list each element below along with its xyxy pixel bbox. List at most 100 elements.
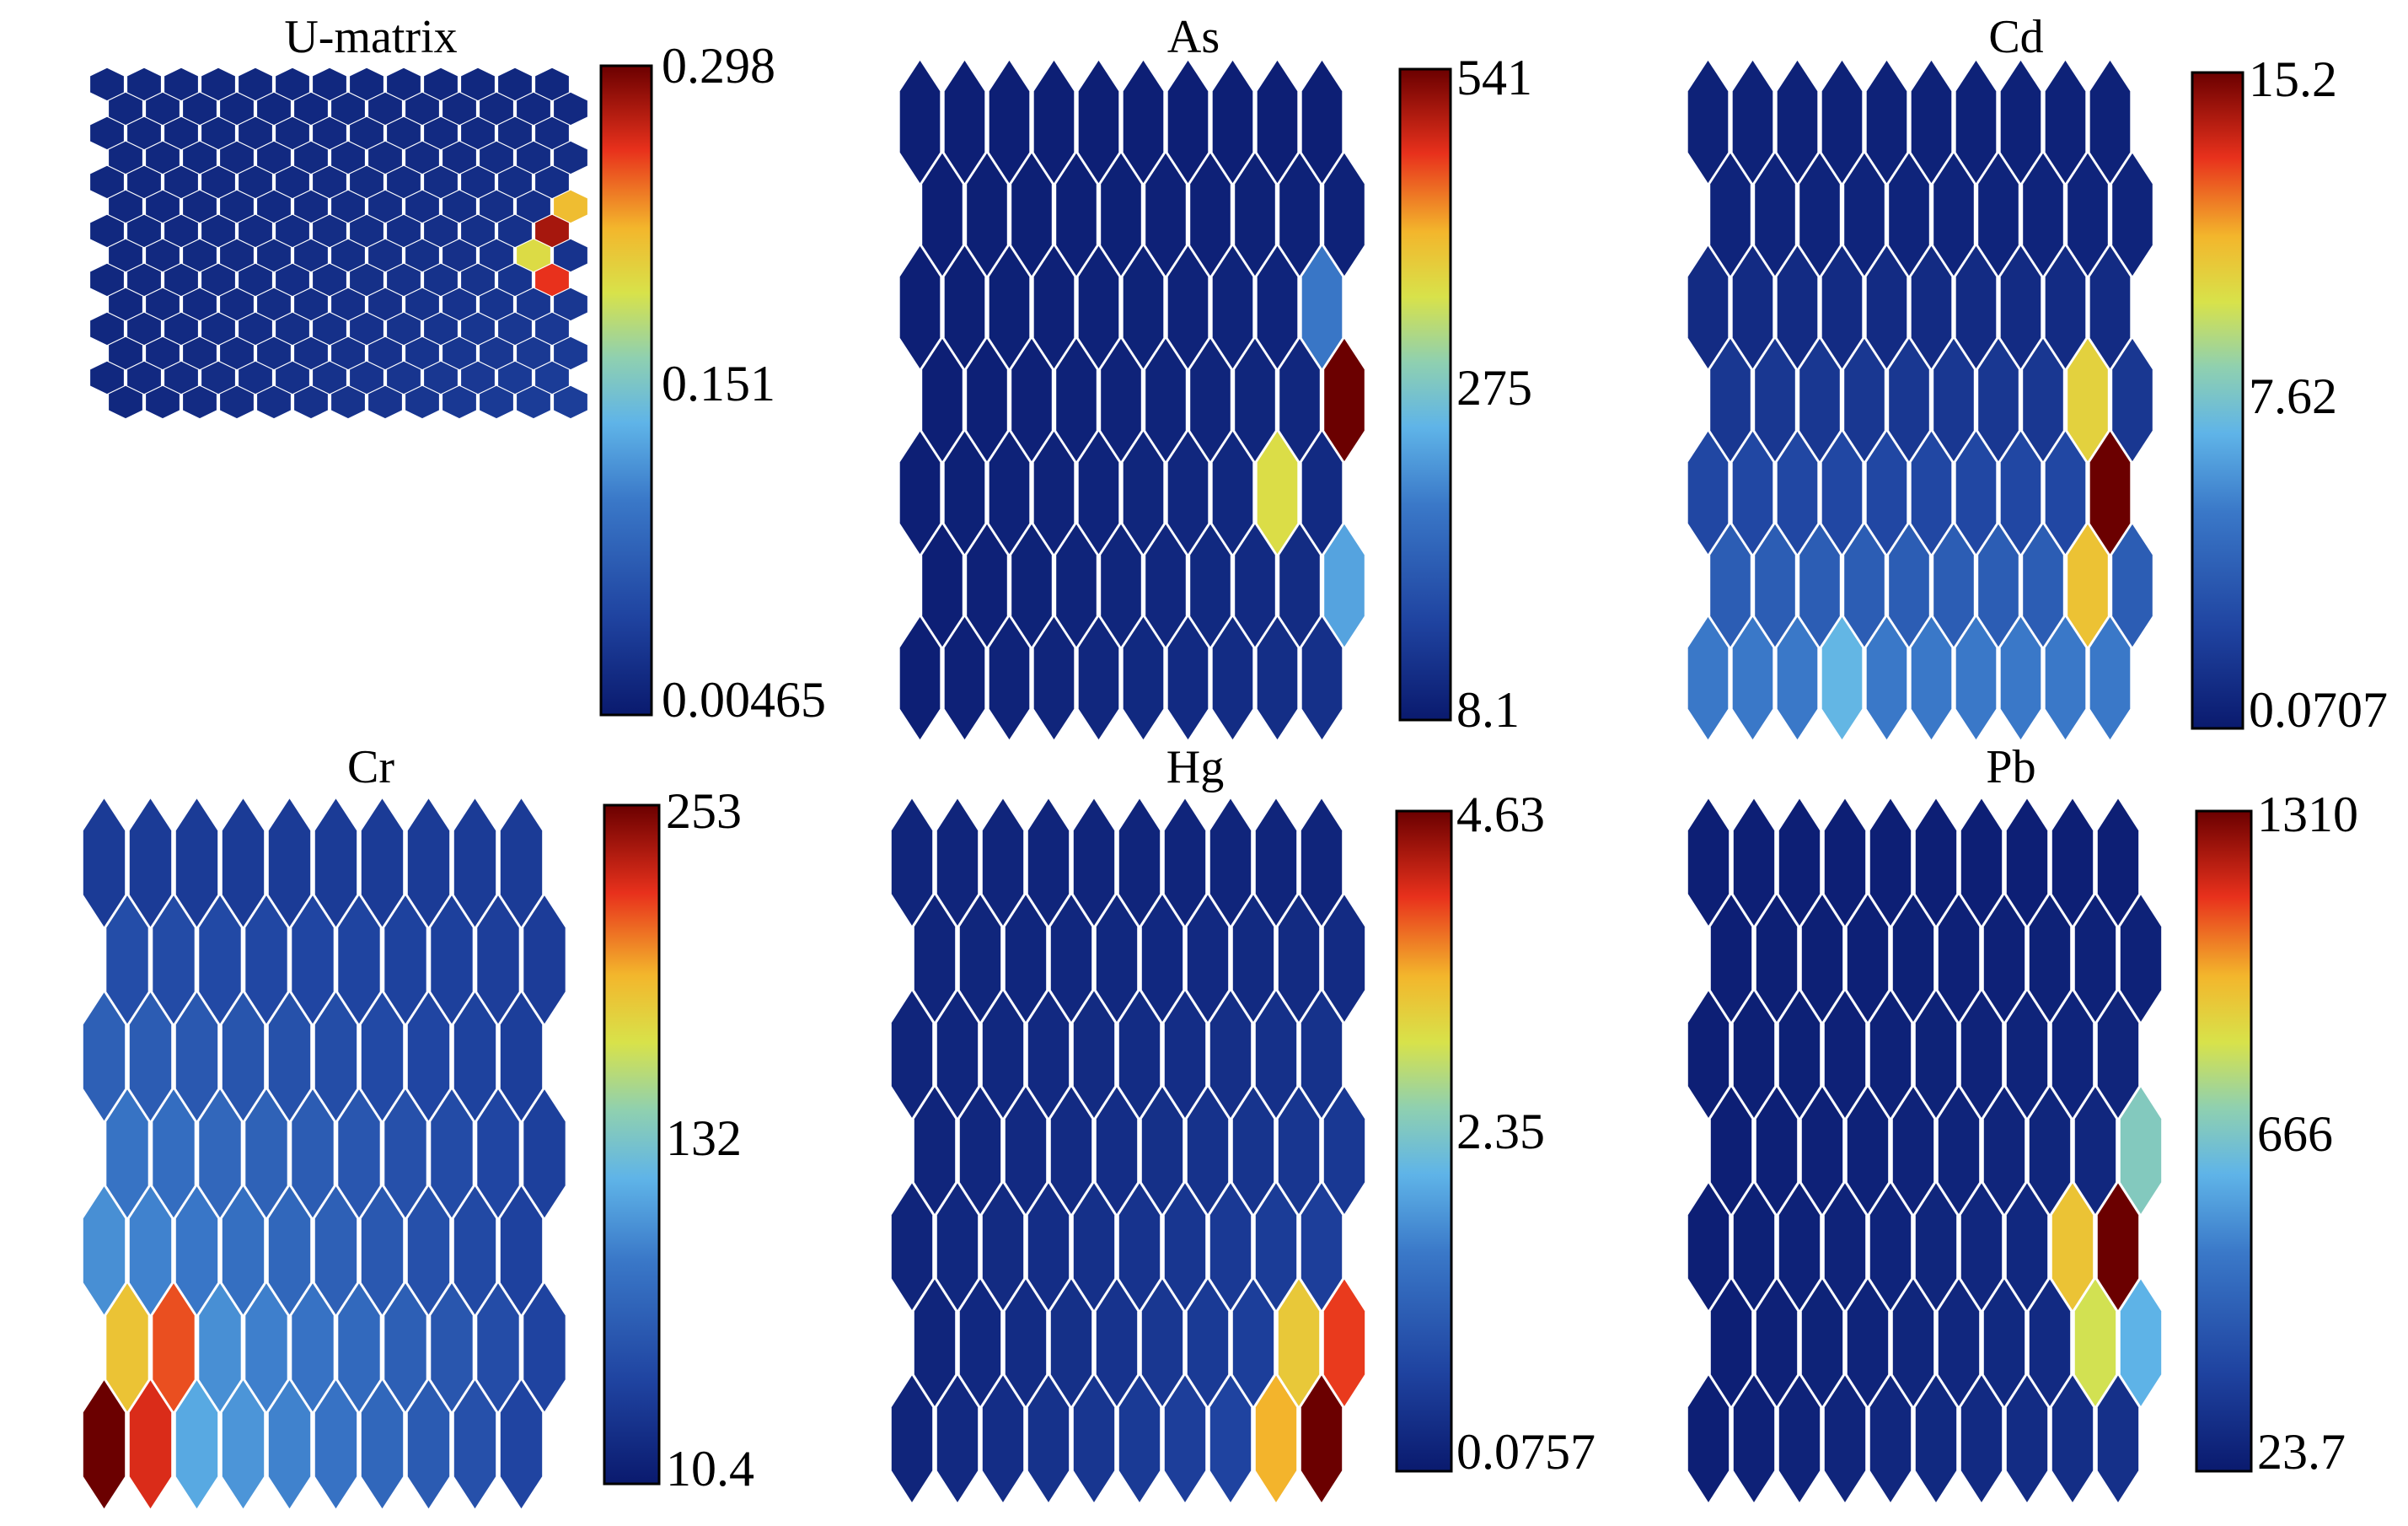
panel-u-matrix: U-matrix 0.298 0.151 0.00465: [90, 11, 826, 728]
hex-cell: [554, 190, 587, 223]
hex-cell: [127, 165, 161, 199]
hex-cell: [201, 214, 235, 248]
hex-cell: [1915, 1183, 1957, 1310]
hex-cell: [294, 336, 328, 370]
hex-cell: [498, 263, 532, 297]
hex-cell: [183, 190, 217, 223]
hex-cell: [164, 312, 198, 346]
hex-cell: [106, 895, 148, 1024]
hex-cell: [1733, 1375, 1775, 1502]
hex-cell: [387, 263, 421, 297]
hex-cell: [2051, 1375, 2094, 1502]
hex-cell: [500, 992, 543, 1121]
hex-cell: [989, 245, 1030, 369]
hex-cell: [498, 214, 532, 248]
hex-cell: [500, 798, 543, 927]
hex-cell: [368, 190, 402, 223]
hex-cell: [500, 1380, 543, 1509]
colorbar-mid-label: 275: [1456, 360, 1532, 416]
hex-cell: [967, 153, 1007, 277]
panel-title: U-matrix: [284, 11, 457, 63]
hex-cell: [461, 263, 495, 297]
hex-cell: [554, 385, 587, 419]
hex-cell: [517, 385, 550, 419]
som-hex-grid: [891, 798, 1365, 1502]
hex-cell: [1844, 338, 1885, 462]
hex-cell: [1033, 616, 1075, 740]
hex-cell: [222, 1380, 265, 1509]
hex-cell: [2067, 338, 2108, 462]
hex-cell: [257, 287, 291, 321]
hex-cell: [1687, 1375, 1730, 1502]
hex-cell: [384, 1089, 426, 1218]
hex-cell: [498, 116, 532, 150]
hex-cell: [1141, 1279, 1183, 1406]
hex-cell: [431, 1089, 473, 1218]
hex-cell: [1027, 1375, 1070, 1502]
colorbar-mid-label: 2.35: [1456, 1104, 1545, 1159]
hex-cell: [222, 1186, 265, 1315]
hex-cell: [1978, 338, 2019, 462]
hex-cell: [1847, 895, 1889, 1022]
hex-cell: [1687, 1183, 1730, 1310]
hex-cell: [431, 895, 473, 1024]
hex-cell: [982, 991, 1024, 1118]
colorbar: [1398, 67, 1452, 722]
hex-cell: [453, 798, 496, 927]
hex-cell: [1732, 616, 1773, 740]
hex-cell: [1027, 1183, 1070, 1310]
hex-cell: [1033, 60, 1075, 184]
hex-cell: [1866, 60, 1907, 184]
hex-cell: [1778, 1375, 1821, 1502]
hex-cell: [1164, 798, 1206, 926]
hex-cell: [1257, 616, 1298, 740]
hex-cell: [1955, 245, 1997, 369]
hex-cell: [331, 190, 365, 223]
hex-cell: [1011, 153, 1052, 277]
hex-cell: [1938, 895, 1980, 1022]
hex-cell: [899, 245, 941, 369]
hex-cell: [2051, 991, 2094, 1118]
hex-cell: [1824, 991, 1866, 1118]
hex-cell: [461, 312, 495, 346]
hex-cell: [405, 385, 439, 419]
hex-cell: [891, 1183, 933, 1310]
hex-cell: [891, 1375, 933, 1502]
hex-cell: [1101, 153, 1141, 277]
panel-title: Pb: [1986, 741, 2035, 793]
hex-cell: [535, 165, 569, 199]
hex-cell: [1190, 153, 1231, 277]
hex-cell: [1755, 338, 1795, 462]
hex-cell: [387, 361, 421, 395]
hex-cell: [517, 141, 550, 175]
hex-cell: [1824, 1183, 1866, 1310]
som-hex-grid: [83, 798, 566, 1509]
hex-cell: [424, 165, 458, 199]
hex-cell: [1167, 60, 1209, 184]
hex-cell: [361, 798, 404, 927]
hex-cell: [2112, 524, 2153, 647]
hex-cell: [257, 239, 291, 272]
hex-cell: [331, 141, 365, 175]
hex-cell: [175, 1186, 218, 1315]
hex-cell: [498, 67, 532, 101]
hex-cell: [164, 67, 198, 101]
hex-cell: [2006, 1375, 2048, 1502]
hex-cell: [442, 92, 476, 126]
colorbar-mid-label: 132: [666, 1110, 742, 1166]
hex-cell: [220, 239, 254, 272]
hex-cell: [480, 385, 513, 419]
hex-cell: [442, 336, 476, 370]
hex-cell: [1978, 153, 2019, 277]
hex-cell: [239, 263, 272, 297]
hex-cell: [480, 336, 513, 370]
hex-cell: [1078, 245, 1119, 369]
hex-cell: [83, 1380, 126, 1509]
colorbar: [603, 803, 661, 1486]
hex-cell: [517, 190, 550, 223]
hex-cell: [2074, 1087, 2116, 1214]
hex-cell: [175, 992, 218, 1121]
hex-cell: [2023, 524, 2063, 647]
hex-cell: [222, 798, 265, 927]
hex-cell: [199, 895, 241, 1024]
